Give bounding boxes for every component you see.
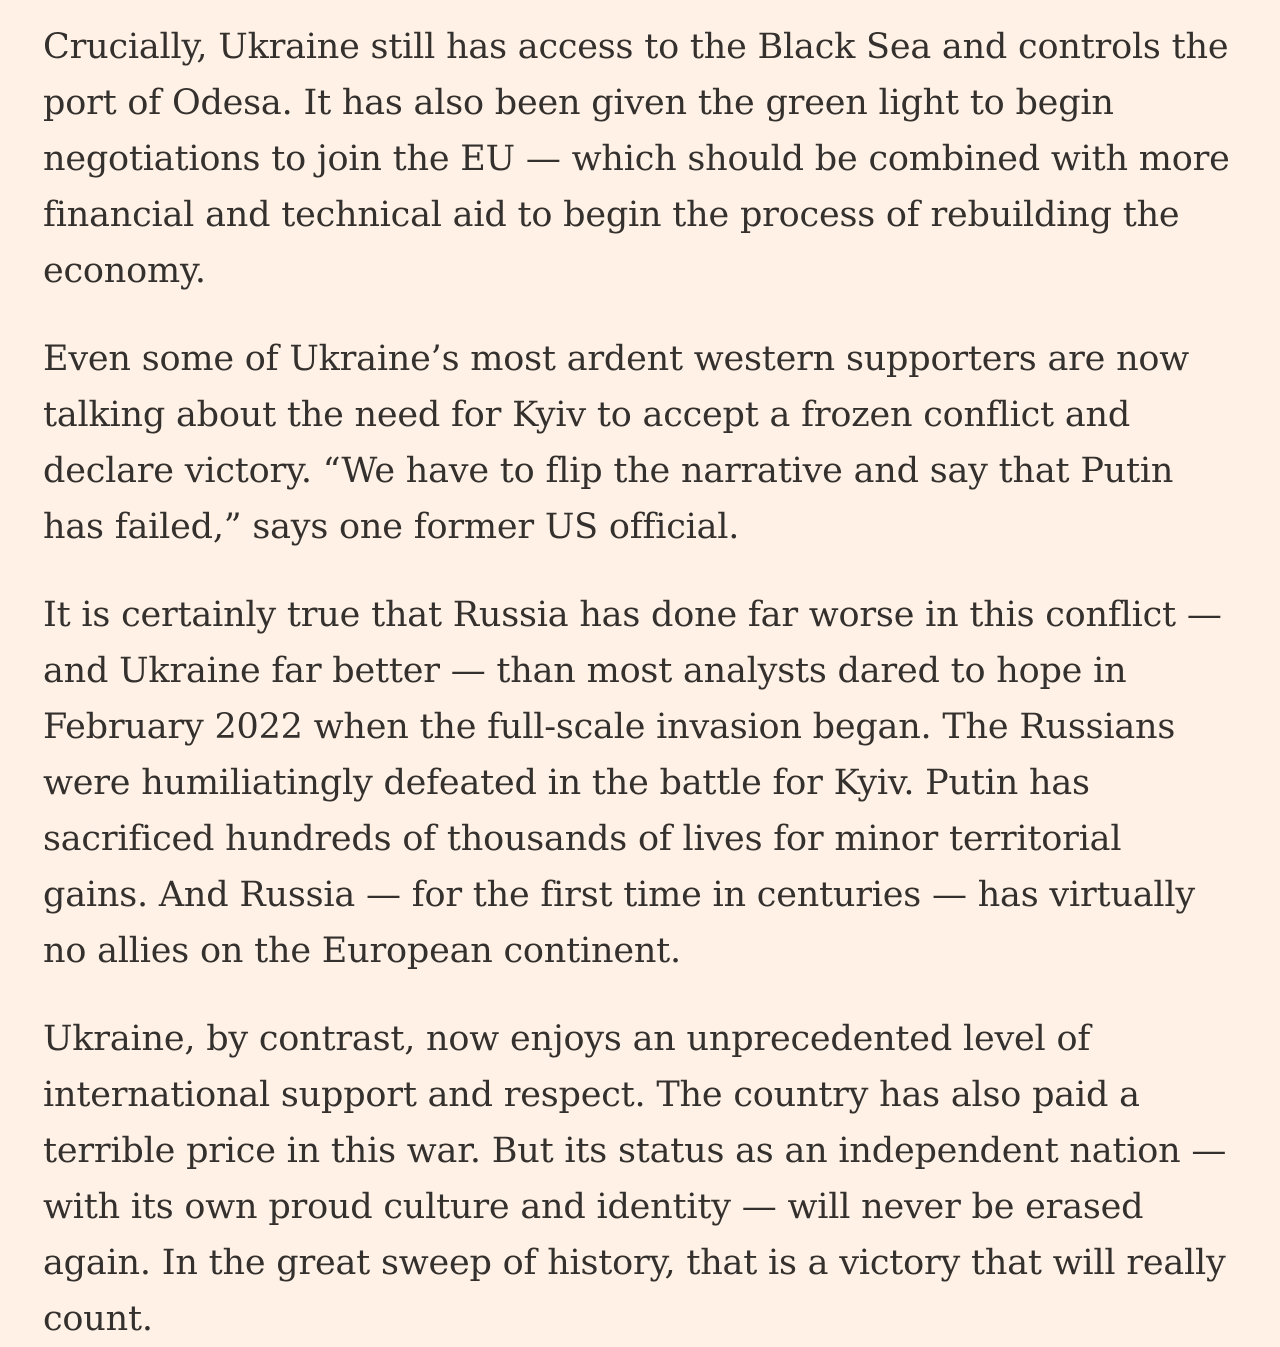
article-paragraph: Crucially, Ukraine still has access to t… [43, 27, 1230, 291]
article-paragraph: Even some of Ukraine’s most ardent weste… [43, 339, 1190, 547]
article-paragraph: It is certainly true that Russia has don… [43, 595, 1222, 971]
article-paragraph: Ukraine, by contrast, now enjoys an unpr… [43, 1019, 1227, 1339]
